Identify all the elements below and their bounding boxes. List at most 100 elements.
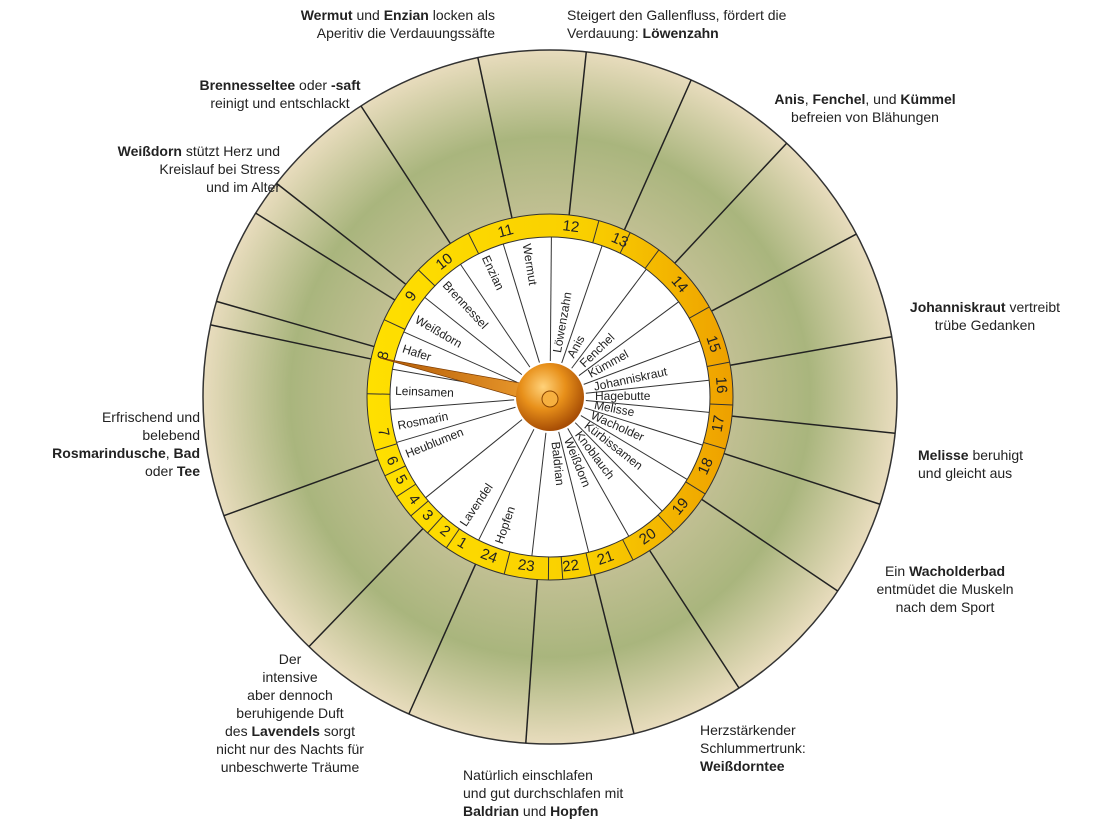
annotation-text: des bbox=[225, 723, 251, 739]
hour-label: 16 bbox=[712, 376, 730, 394]
annotation-line: Wermut und Enzian locken als bbox=[290, 6, 495, 24]
annotation-line: entmüdet die Muskeln bbox=[850, 580, 1040, 598]
annotation-line: Weißdorntee bbox=[700, 757, 900, 775]
annotation-text: Bad bbox=[174, 445, 200, 461]
annotation-text: Verdauung: bbox=[567, 25, 643, 41]
annotation-text: Hopfen bbox=[550, 803, 598, 819]
annotation-text: Erfrischend und bbox=[102, 409, 200, 425]
annotation-text: befreien von Blähungen bbox=[791, 109, 939, 125]
annotation-line: Schlummertrunk: bbox=[700, 739, 900, 757]
page: 123456789101112131415161718192021222324H… bbox=[0, 0, 1097, 824]
annotation-line: nicht nur des Nachts für bbox=[190, 740, 390, 758]
annotation-text: nicht nur des Nachts für bbox=[216, 741, 364, 757]
annotation-line: Ein Wacholderbad bbox=[850, 562, 1040, 580]
annotation-text: Wacholderbad bbox=[909, 563, 1005, 579]
annotation-text: Lavendels bbox=[251, 723, 319, 739]
annotation-text: vertreibt bbox=[1006, 299, 1060, 315]
annotation-text: intensive bbox=[262, 669, 317, 685]
annotation-line: belebend bbox=[0, 426, 200, 444]
annotation-text: aber dennoch bbox=[247, 687, 333, 703]
annotation-text: Weißdorntee bbox=[700, 758, 785, 774]
annotation-text: Kümmel bbox=[900, 91, 955, 107]
annotation-text: und bbox=[519, 803, 550, 819]
annotation-line: Verdauung: Löwenzahn bbox=[567, 24, 827, 42]
annotation-text: trübe Gedanken bbox=[935, 317, 1035, 333]
annotation-line: Erfrischend und bbox=[0, 408, 200, 426]
annotation-line: Der bbox=[190, 650, 390, 668]
annotation-line: Baldrian und Hopfen bbox=[463, 802, 703, 820]
annotation-text: unbeschwerte Träume bbox=[221, 759, 360, 775]
annotation-text: Löwenzahn bbox=[643, 25, 719, 41]
annotation-text: beruhigt bbox=[969, 447, 1023, 463]
annotation: Herzstärkender Schlummertrunk: Weißdorntee bbox=[700, 721, 900, 775]
annotation-line: beruhigende Duft bbox=[190, 704, 390, 722]
hour-label: 23 bbox=[517, 556, 536, 575]
annotation: Erfrischend undbelebendRosmarindusche, B… bbox=[0, 408, 200, 480]
annotation-text: Herzstärkender bbox=[700, 722, 796, 738]
annotation-text: belebend bbox=[142, 427, 200, 443]
annotation-text: Fenchel bbox=[812, 91, 865, 107]
annotation: Natürlich einschlafen und gut durchschlaf… bbox=[463, 766, 703, 820]
annotation-text: reinigt und entschlackt bbox=[210, 95, 349, 111]
annotation-line: Melisse beruhigt bbox=[918, 446, 1088, 464]
hour-label: 12 bbox=[562, 217, 581, 236]
annotation-line: oder Tee bbox=[0, 462, 200, 480]
annotation-line: Natürlich einschlafen bbox=[463, 766, 703, 784]
annotation-text: sorgt bbox=[320, 723, 355, 739]
annotation-line: Aperitiv die Verdauungssäfte bbox=[290, 24, 495, 42]
annotation-line: aber dennoch bbox=[190, 686, 390, 704]
annotation-text: oder bbox=[295, 77, 331, 93]
annotation-line: Rosmarindusche, Bad bbox=[0, 444, 200, 462]
annotation-text: Melisse bbox=[918, 447, 969, 463]
annotation-text: Weißdorn bbox=[118, 143, 182, 159]
annotation-text: , und bbox=[865, 91, 900, 107]
hand-pin bbox=[542, 391, 558, 407]
annotation-text: Enzian bbox=[384, 7, 429, 23]
annotation: Weißdorn stützt Herz und Kreislauf bei St… bbox=[60, 142, 280, 196]
annotation-line: des Lavendels sorgt bbox=[190, 722, 390, 740]
annotation-text: stützt Herz und bbox=[182, 143, 280, 159]
annotation-text: Schlummertrunk: bbox=[700, 740, 806, 756]
annotation-text: Rosmarindusche bbox=[52, 445, 166, 461]
annotation-line: Steigert den Gallenfluss, fördert die bbox=[567, 6, 827, 24]
annotation-text: -saft bbox=[331, 77, 361, 93]
annotation: Steigert den Gallenfluss, fördert dieVer… bbox=[567, 6, 827, 42]
annotation-line: und gut durchschlafen mit bbox=[463, 784, 703, 802]
annotation-line: Anis, Fenchel, und Kümmel bbox=[745, 90, 985, 108]
annotation-line: Kreislauf bei Stress bbox=[60, 160, 280, 178]
annotation-text: , bbox=[166, 445, 174, 461]
annotation-text: Steigert den Gallenfluss, fördert die bbox=[567, 7, 786, 23]
annotation-line: trübe Gedanken bbox=[880, 316, 1090, 334]
annotation-line: Herzstärkender bbox=[700, 721, 900, 739]
annotation-text: Ein bbox=[885, 563, 909, 579]
annotation-text: Natürlich einschlafen bbox=[463, 767, 593, 783]
annotation-line: Brennesseltee oder -saft bbox=[160, 76, 400, 94]
annotation-text: Tee bbox=[177, 463, 200, 479]
annotation-line: intensive bbox=[190, 668, 390, 686]
annotation-text: Brennesseltee bbox=[199, 77, 295, 93]
annotation-line: befreien von Blähungen bbox=[745, 108, 985, 126]
annotation-text: locken als bbox=[429, 7, 495, 23]
annotation-text: und gut durchschlafen mit bbox=[463, 785, 623, 801]
annotation-line: unbeschwerte Träume bbox=[190, 758, 390, 776]
annotation-text: Aperitiv die Verdauungssäfte bbox=[317, 25, 495, 41]
annotation-text: Kreislauf bei Stress bbox=[159, 161, 280, 177]
annotation-text: Johanniskraut bbox=[910, 299, 1006, 315]
annotation-line: und gleicht aus bbox=[918, 464, 1088, 482]
annotation-text: oder bbox=[145, 463, 177, 479]
annotation-line: Johanniskraut vertreibt bbox=[880, 298, 1090, 316]
annotation-text: und bbox=[353, 7, 384, 23]
hour-label: 22 bbox=[561, 557, 580, 576]
annotation-line: und im Alter bbox=[60, 178, 280, 196]
annotation-line: nach dem Sport bbox=[850, 598, 1040, 616]
annotation-text: entmüdet die Muskeln bbox=[877, 581, 1014, 597]
annotation-text: beruhigende Duft bbox=[236, 705, 343, 721]
annotation-text: und im Alter bbox=[206, 179, 280, 195]
